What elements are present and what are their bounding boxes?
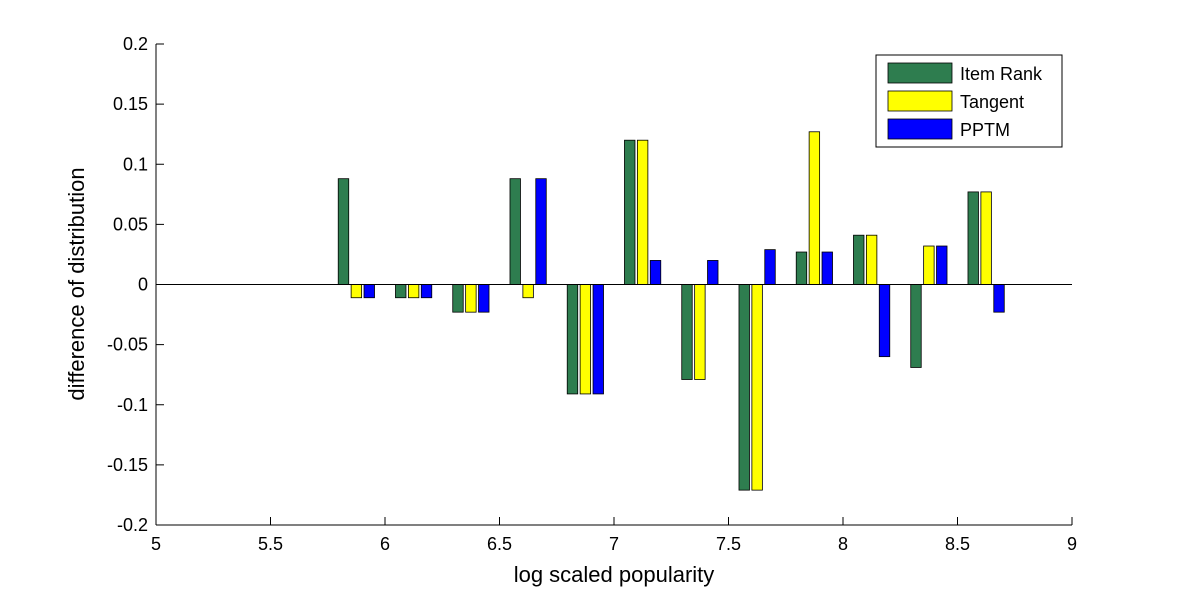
- legend-label-0: Item Rank: [960, 64, 1043, 84]
- legend-label-2: PPTM: [960, 120, 1010, 140]
- bar-pptm-0: [363, 284, 375, 299]
- y-tick-label: 0.2: [123, 34, 148, 54]
- y-axis-title: difference of distribution: [64, 167, 89, 400]
- legend-swatch-1: [887, 90, 953, 112]
- bar-tangent-8: [808, 131, 821, 285]
- x-tick-label: 7: [609, 534, 619, 554]
- x-tick-label: 8.5: [945, 534, 970, 554]
- x-tick-label: 8: [838, 534, 848, 554]
- y-tick-label: -0.05: [107, 335, 148, 355]
- bar-tangent-11: [980, 191, 992, 285]
- bar-tangent-1: [407, 284, 420, 299]
- bar-pptm-4: [592, 284, 604, 395]
- bar-tangent-9: [865, 234, 878, 285]
- y-tick-label: -0.1: [117, 395, 148, 415]
- bar-item-rank-4: [566, 284, 579, 395]
- x-tick-label: 5: [151, 534, 161, 554]
- bar-item-rank-11: [967, 191, 979, 285]
- legend: Item Rank Tangent PPTM: [875, 54, 1063, 148]
- bar-tangent-2: [465, 284, 477, 313]
- x-tick-label: 6.5: [487, 534, 512, 554]
- bar-tangent-5: [636, 139, 649, 285]
- bar-item-rank-0: [337, 178, 350, 285]
- bar-pptm-10: [936, 245, 948, 285]
- y-tick-label: 0.05: [113, 214, 148, 234]
- bar-pptm-6: [707, 260, 719, 285]
- y-tick-label: 0.15: [113, 94, 148, 114]
- bar-pptm-7: [764, 249, 776, 285]
- y-tick-label: 0: [138, 275, 148, 295]
- bar-item-rank-3: [509, 178, 521, 285]
- x-tick-label: 9: [1067, 534, 1077, 554]
- y-tick-label: -0.15: [107, 455, 148, 475]
- bar-pptm-8: [821, 251, 833, 285]
- y-tick-label: -0.2: [117, 515, 148, 535]
- legend-swatch-2: [887, 118, 953, 140]
- x-tick-label: 7.5: [716, 534, 741, 554]
- bar-tangent-0: [350, 284, 363, 299]
- bar-pptm-5: [649, 260, 662, 285]
- axes-group: 5 5.5 6 6.5 7 7.5 8 8.5 9 0.2 0.15 0.1 0.05 0 -0.05 -0.…: [107, 34, 1077, 554]
- bar-item-rank-7: [738, 284, 750, 491]
- bar-item-rank-8: [795, 251, 808, 285]
- legend-label-1: Tangent: [960, 92, 1024, 112]
- bar-pptm-1: [420, 284, 433, 299]
- bar-tangent-4: [579, 284, 592, 395]
- bar-pptm-2: [478, 284, 490, 313]
- bar-item-rank-6: [681, 284, 693, 380]
- x-axis-title: log scaled popularity: [514, 562, 715, 587]
- bar-tangent-7: [751, 284, 763, 491]
- bar-item-rank-2: [452, 284, 464, 313]
- bar-tangent-10: [923, 245, 935, 285]
- x-tick-label: 5.5: [258, 534, 283, 554]
- bar-item-rank-10: [910, 284, 922, 368]
- legend-swatch-0: [887, 62, 953, 84]
- bar-item-rank-9: [853, 234, 865, 285]
- bar-tangent-3: [522, 284, 534, 299]
- bar-pptm-3: [535, 178, 547, 285]
- x-tick-label: 6: [380, 534, 390, 554]
- bar-item-rank-1: [395, 284, 407, 299]
- bar-item-rank-5: [624, 139, 636, 285]
- bar-pptm-9: [878, 284, 891, 358]
- bar-tangent-6: [694, 284, 706, 380]
- y-tick-label: 0.1: [123, 154, 148, 174]
- bar-pptm-11: [993, 284, 1005, 313]
